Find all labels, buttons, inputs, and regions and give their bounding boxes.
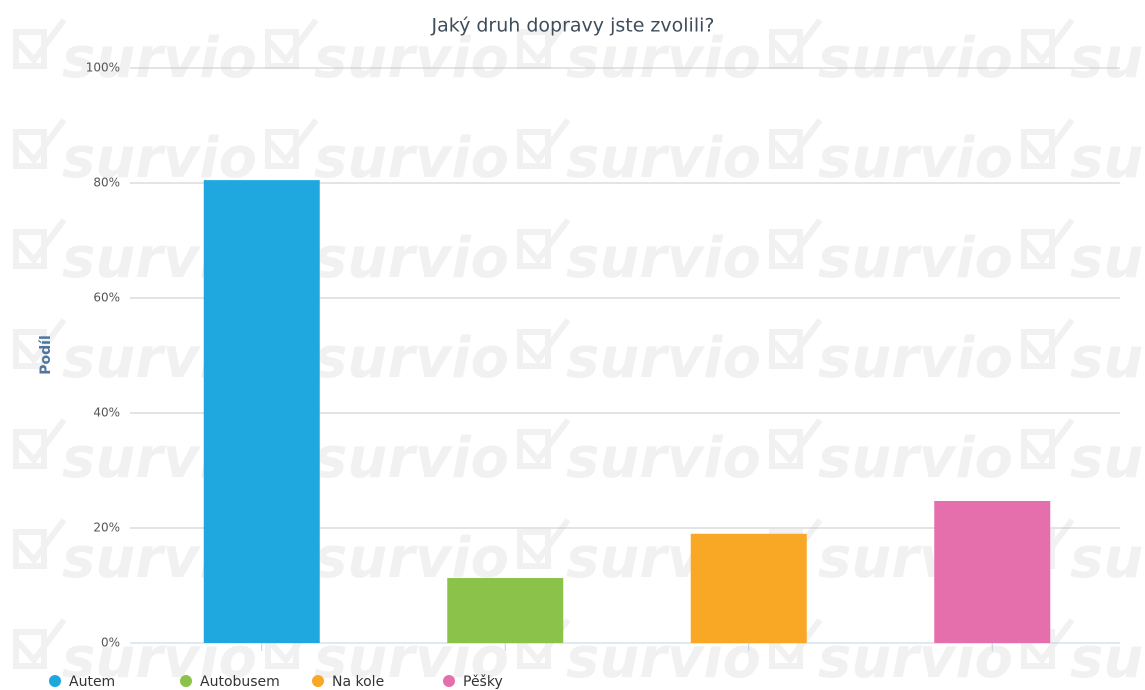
legend-marker <box>312 675 324 687</box>
y-tick-label: 40% <box>93 406 120 420</box>
watermark-text: survio <box>818 326 1013 391</box>
watermark-check <box>265 18 319 69</box>
watermark-text: survio <box>1070 526 1145 591</box>
watermark-text: survio <box>1070 26 1145 91</box>
watermark-text: survio <box>818 226 1013 291</box>
watermark-check <box>769 18 823 69</box>
bar <box>934 500 1051 643</box>
watermark-check <box>1021 318 1075 369</box>
watermark-text: survio <box>314 26 509 91</box>
watermark-text: survio <box>566 426 761 491</box>
watermark-check <box>1021 418 1075 469</box>
bar <box>203 180 320 643</box>
watermark-text: survio <box>566 326 761 391</box>
watermark-text: survio <box>1070 226 1145 291</box>
watermark-text: survio <box>1070 326 1145 391</box>
watermark-check <box>13 218 67 269</box>
watermark-check <box>769 318 823 369</box>
watermark-text: survio <box>818 26 1013 91</box>
y-axis-label: Podíl <box>38 335 54 375</box>
watermark-text: survio <box>314 126 509 191</box>
watermark-check <box>13 418 67 469</box>
watermark-check <box>1021 18 1075 69</box>
watermark-check <box>13 18 67 69</box>
watermark-text: survio <box>566 226 761 291</box>
watermark-check <box>517 118 571 169</box>
y-tick-label: 20% <box>93 521 120 535</box>
watermark-check <box>769 418 823 469</box>
y-tick-label: 80% <box>93 176 120 190</box>
watermark-check <box>769 118 823 169</box>
legend-marker <box>443 675 455 687</box>
y-tick-label: 60% <box>93 291 120 305</box>
plot: 0% 20% 40% 60% 80% 100% <box>86 61 1120 651</box>
watermark-check <box>13 518 67 569</box>
watermark-check <box>1021 118 1075 169</box>
legend-label: Autobusem <box>200 674 280 690</box>
watermark-text: survio <box>1070 626 1145 690</box>
chart-title: Jaký druh dopravy jste zvolili? <box>431 15 715 37</box>
watermark-text: survio <box>1070 426 1145 491</box>
watermark-text: survio <box>818 426 1013 491</box>
watermark-text: survio <box>314 326 509 391</box>
watermark-text: survio <box>62 26 257 91</box>
watermark-check <box>517 18 571 69</box>
watermark-check <box>13 618 67 669</box>
legend-label: Pěšky <box>463 674 503 690</box>
bar <box>447 578 564 643</box>
watermark-check <box>13 318 67 369</box>
watermark-text: survio <box>566 26 761 91</box>
legend-marker <box>49 675 61 687</box>
y-tick-label: 0% <box>101 636 120 650</box>
watermark-check <box>13 118 67 169</box>
legend-marker <box>180 675 192 687</box>
watermark-text: survio <box>818 126 1013 191</box>
watermark-check <box>517 318 571 369</box>
watermark-check <box>769 218 823 269</box>
watermark-text: survio <box>1070 126 1145 191</box>
watermark-check <box>517 218 571 269</box>
legend-label: Autem <box>69 674 115 690</box>
watermark-check <box>517 518 571 569</box>
watermark-text: survio <box>566 126 761 191</box>
watermark-check <box>265 118 319 169</box>
y-tick-label: 100% <box>86 61 120 75</box>
watermark-check <box>1021 218 1075 269</box>
legend-label: Na kole <box>332 674 384 690</box>
watermark-text: survio <box>314 426 509 491</box>
watermark-text: survio <box>314 226 509 291</box>
watermark-layer: survio survio survio survio survio survio surv… <box>13 18 1145 690</box>
watermark-check <box>517 418 571 469</box>
bar <box>690 533 807 643</box>
